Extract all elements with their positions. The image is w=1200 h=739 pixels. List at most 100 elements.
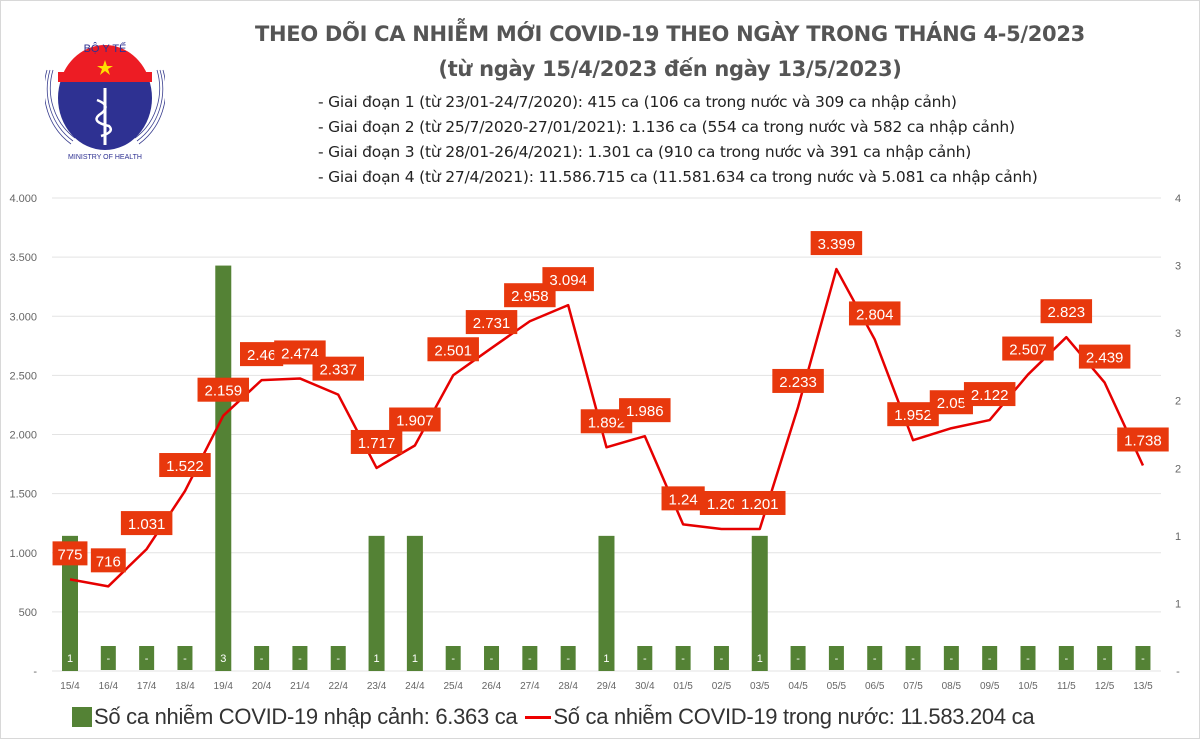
bar-data-label-box	[445, 646, 461, 670]
logo-top-text: BỘ Y TẾ	[84, 42, 127, 55]
line-data-label-box	[120, 511, 173, 536]
bar-data-label-box	[943, 646, 959, 670]
right-axis-tick-label: 1	[1175, 531, 1181, 543]
line-data-label-box	[661, 486, 705, 511]
left-axis-tick-label: 1.500	[9, 489, 37, 501]
bar-data-label: -	[566, 653, 570, 665]
line-data-label: 1.20	[707, 496, 736, 513]
legend-line-label: Số ca nhiễm COVID-19 trong nước: 11.583.…	[553, 704, 1035, 729]
x-axis-tick-label: 08/5	[942, 681, 962, 692]
bar-data-label-box	[1097, 646, 1113, 670]
line-data-label: 1.907	[396, 412, 434, 429]
line-data-label-box	[1117, 427, 1169, 452]
right-axis-tick-label: 3	[1175, 328, 1181, 340]
line-data-label: 1.738	[1124, 432, 1162, 449]
bar-data-label: -	[145, 653, 149, 665]
x-axis-tick-label: 20/4	[252, 681, 272, 692]
x-axis-tick-label: 21/4	[290, 681, 310, 692]
phase-2-text: - Giai đoạn 2 (từ 25/7/2020-27/01/2021):…	[318, 118, 1015, 136]
line-data-label: 2.337	[319, 362, 357, 379]
x-axis-tick-label: 23/4	[367, 681, 387, 692]
line-data-label: 1.952	[894, 407, 932, 424]
line-data-label-box	[52, 541, 88, 566]
line-data-label: 2.46	[247, 347, 276, 364]
left-axis-tick-label: -	[33, 666, 37, 678]
bar-data-label: -	[183, 653, 187, 665]
bar-data-label: -	[796, 653, 800, 665]
bar-data-label-box	[1135, 646, 1151, 670]
bar-data-label: -	[451, 653, 455, 665]
bar-data-label-box	[637, 646, 653, 670]
chart-area: - 500 1.000 1.500 2.000 2.500 3.000 3.500 4.000 -…	[9, 193, 1181, 692]
x-axis-tick-label: 06/5	[865, 681, 885, 692]
x-axis-tick-label: 28/4	[558, 681, 578, 692]
bar-data-label-box	[139, 646, 155, 670]
bar-data-label-box	[522, 646, 538, 670]
bar	[751, 535, 768, 671]
bar-data-label-box	[177, 646, 193, 670]
bar-data-label-box	[62, 646, 78, 670]
bar-data-label: 3	[220, 653, 226, 665]
bar-data-label: 1	[67, 653, 73, 665]
logo-bottom-text: MINISTRY OF HEALTH	[68, 154, 142, 160]
bar-data-label: -	[643, 653, 647, 665]
bar-data-label-box	[675, 646, 691, 670]
bar-data-label: -	[1141, 653, 1145, 665]
line-data-label: 2.474	[281, 345, 319, 362]
x-axis-tick-label: 12/5	[1095, 681, 1115, 692]
left-axis-tick-label: 2.500	[9, 370, 37, 382]
line-data-label-box	[963, 382, 1016, 407]
x-axis-tick-label: 17/4	[137, 681, 157, 692]
bar-data-label-box	[215, 646, 231, 670]
bar-data-label-box	[713, 646, 729, 670]
line-data-label: 1.986	[626, 403, 664, 420]
right-axis-tick-label: 3	[1175, 261, 1181, 273]
line-data-label: 2.507	[1009, 342, 1047, 359]
line-data-label: 1.522	[166, 458, 204, 475]
line-data-label-box	[465, 310, 518, 335]
bar-data-label: 1	[373, 653, 379, 665]
line-data-label-box	[427, 337, 479, 362]
left-axis-tick-label: 4.000	[9, 193, 37, 205]
left-axis-tick-label: 3.000	[9, 311, 37, 323]
line-data-label: 3.399	[818, 236, 856, 253]
line-data-label: 2.122	[971, 387, 1009, 404]
bar-data-label: -	[873, 653, 877, 665]
line-data-label: 775	[57, 546, 82, 563]
line-data-label-box	[810, 231, 863, 256]
legend: Số ca nhiễm COVID-19 nhập cảnh: 6.363 ca…	[72, 704, 1035, 730]
line-data-label-box	[197, 377, 250, 402]
x-axis-tick-label: 13/5	[1133, 681, 1153, 692]
chart-subtitle: (từ ngày 15/4/2023 đến ngày 13/5/2023)	[438, 57, 902, 81]
bar-data-label: -	[260, 653, 264, 665]
x-axis-tick-label: 16/4	[99, 681, 119, 692]
ministry-of-health-logo: BỘ Y TẾ MINISTRY OF HEALTH	[45, 42, 165, 160]
bar-data-label: -	[1064, 653, 1068, 665]
left-axis-tick-label: 500	[19, 607, 37, 619]
phase-3-text: - Giai đoạn 3 (từ 28/01-26/4/2021): 1.30…	[318, 143, 972, 161]
right-axis-tick-label: 4	[1175, 193, 1181, 205]
line-data-label: 2.05	[937, 395, 966, 412]
line-data-label: 2.159	[205, 383, 243, 400]
bar	[598, 535, 615, 671]
bar-data-label-box	[1058, 646, 1074, 670]
bar-data-label-box	[982, 646, 998, 670]
bar-data-label-box	[369, 646, 385, 670]
bar-data-label-box	[598, 646, 614, 670]
x-axis-tick-label: 03/5	[750, 681, 770, 692]
x-axis-tick-label: 22/4	[329, 681, 349, 692]
line-data-label: 716	[96, 553, 121, 570]
line-data-label-box	[1078, 344, 1131, 369]
left-axis-tick-label: 3.500	[9, 252, 37, 264]
bar-data-label: -	[336, 653, 340, 665]
bar	[368, 535, 385, 671]
bar-data-label: 1	[412, 653, 418, 665]
line-data-label-box	[619, 398, 671, 423]
line-data-label: 2.233	[779, 374, 817, 391]
bar-data-label-box	[1020, 646, 1036, 670]
line-data-label: 1.031	[128, 516, 166, 533]
left-axis-tick-label: 2.000	[9, 430, 37, 442]
bar-data-label: -	[106, 653, 110, 665]
x-axis-tick-label: 19/4	[214, 681, 234, 692]
x-axis-tick-label: 30/4	[635, 681, 655, 692]
